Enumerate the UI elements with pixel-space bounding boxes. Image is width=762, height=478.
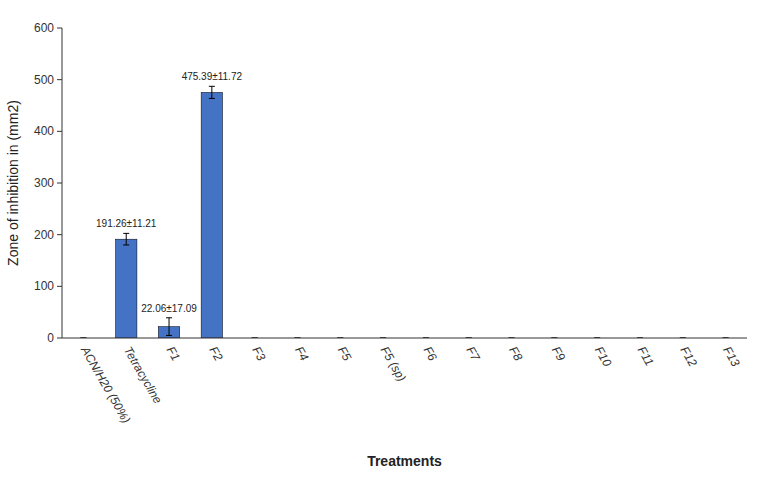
- x-tick-label: F1: [164, 344, 183, 363]
- y-tick: [57, 286, 62, 287]
- y-tick-label: 0: [47, 331, 54, 345]
- y-tick-label: 500: [34, 73, 54, 87]
- error-cap: [123, 244, 129, 245]
- y-tick: [57, 338, 62, 339]
- x-tick-label: F12: [677, 344, 700, 369]
- y-tick: [57, 183, 62, 184]
- x-tick-label: F4: [292, 344, 311, 363]
- y-tick-label: 400: [34, 124, 54, 138]
- error-cap: [123, 233, 129, 234]
- error-bar: [166, 318, 172, 336]
- y-axis-label: Zone of inhibition in (mm2): [5, 100, 21, 266]
- x-tick-label: F2: [206, 344, 225, 363]
- y-tick-label: 100: [34, 279, 54, 293]
- x-tick-label: F13: [720, 344, 743, 369]
- x-axis-line: [62, 338, 747, 339]
- y-tick: [57, 131, 62, 132]
- error-stem: [211, 86, 212, 98]
- chart: 0100200300400500600ACN/H20 (50%)Tetracyc…: [0, 0, 762, 478]
- bar: [116, 239, 137, 338]
- y-tick: [57, 234, 62, 235]
- error-bar: [209, 86, 215, 98]
- x-tick-label: F11: [635, 344, 657, 368]
- x-axis-label: Treatments: [367, 453, 442, 469]
- x-tick-label: Tetracycline: [121, 344, 165, 406]
- error-stem: [169, 318, 170, 336]
- bars: [80, 86, 728, 338]
- error-cap: [166, 317, 172, 318]
- x-tick-label: F5 (sp): [378, 344, 409, 384]
- x-tick-label: F9: [549, 344, 568, 363]
- annotation: 191.26±11.21: [96, 218, 157, 229]
- annotation: 475.39±11.72: [182, 71, 243, 82]
- error-cap: [209, 98, 215, 99]
- bar: [201, 92, 222, 338]
- x-tick-label: F5: [335, 344, 354, 363]
- y-tick-label: 300: [34, 176, 54, 190]
- annotation: 22.06±17.09: [141, 303, 197, 314]
- error-stem: [126, 233, 127, 245]
- x-tick-label: F6: [421, 344, 440, 363]
- y-tick-label: 600: [34, 21, 54, 35]
- error-cap: [209, 86, 215, 87]
- error-bar: [123, 233, 129, 245]
- y-tick-label: 200: [34, 228, 54, 242]
- x-tick-label: F8: [506, 344, 525, 363]
- x-tick-label: F7: [463, 344, 483, 364]
- x-tick-label: F10: [592, 344, 615, 369]
- error-cap: [166, 335, 172, 336]
- y-tick: [57, 28, 62, 29]
- y-tick: [57, 79, 62, 80]
- x-tick-label: F3: [249, 344, 268, 363]
